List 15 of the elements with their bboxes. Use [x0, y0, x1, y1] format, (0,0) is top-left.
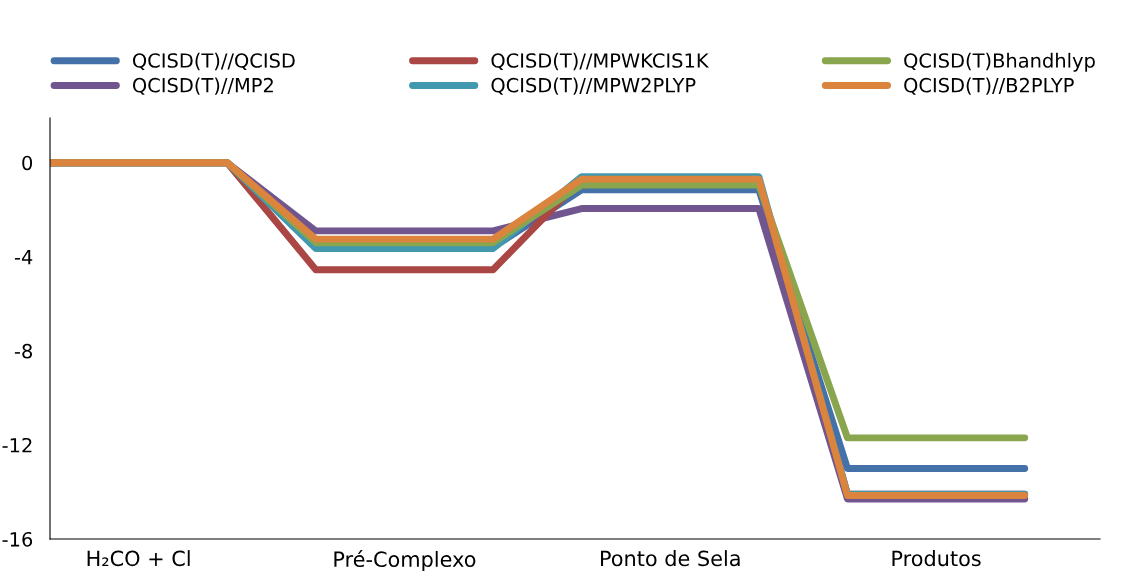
legend-label: QCISD(T)//MP2: [132, 77, 273, 95]
x-tick-label: Ponto de Sela: [601, 550, 740, 567]
legend-label: QCISD(T)Bhandhlyp: [904, 52, 1095, 72]
x-tick-label: Produtos: [892, 550, 981, 567]
y-tick-label: -12: [2, 437, 32, 453]
legend-label: QCISD(T)//MPWKCIS1K: [491, 52, 710, 71]
x-tick-label: Pré-Complexo: [334, 550, 476, 572]
y-tick-label: -16: [2, 531, 33, 547]
y-tick-label: -4: [14, 249, 33, 265]
y-tick-label: 0: [22, 155, 33, 171]
y-tick-label: -8: [14, 343, 32, 359]
legend-label: QCISD(T)//MPW2PLYP: [491, 77, 696, 95]
x-tick-label: H₂CO + Cl: [87, 550, 190, 567]
legend-label: QCISD(T)//B2PLYP: [904, 77, 1074, 95]
legend-label: QCISD(T)//QCISD: [132, 52, 295, 71]
